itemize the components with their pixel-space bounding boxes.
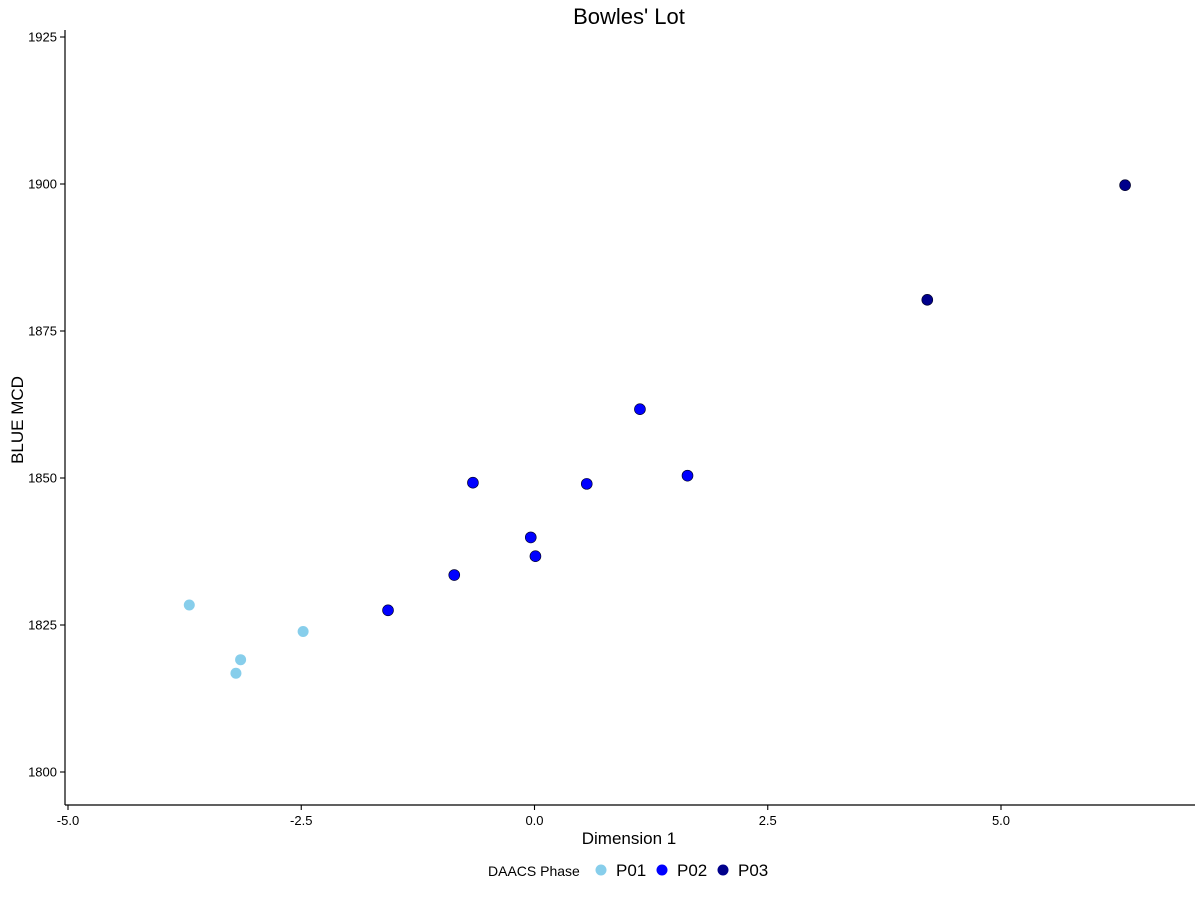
legend-swatch-p01 — [595, 864, 607, 876]
data-point-p02 — [382, 604, 394, 617]
x-tick-label: -5.0 — [57, 813, 79, 828]
x-axis-title: Dimension 1 — [582, 829, 677, 848]
data-point-p02 — [634, 403, 646, 416]
y-tick-label: 1875 — [28, 324, 57, 339]
legend: DAACS Phase P01 P02 P03 — [488, 861, 768, 880]
legend-label-p03: P03 — [738, 861, 768, 880]
legend-items: P01 P02 P03 — [595, 861, 768, 880]
data-point-p02 — [681, 469, 694, 482]
data-point-p02 — [580, 478, 593, 490]
data-point-p01 — [235, 654, 247, 666]
y-axis-ticks: 1800 1825 1850 1875 1900 1925 — [28, 30, 65, 780]
data-point-p02 — [524, 531, 537, 544]
x-tick-label: 5.0 — [992, 813, 1010, 828]
y-tick-label: 1900 — [28, 177, 57, 192]
y-tick-label: 1925 — [28, 30, 57, 45]
data-point-p02 — [467, 476, 479, 489]
x-tick-label: 0.0 — [525, 813, 543, 828]
legend-swatch-p02 — [656, 864, 668, 876]
y-axis-title: BLUE MCD — [8, 376, 27, 464]
data-point-p01 — [297, 625, 309, 637]
y-tick-label: 1825 — [28, 618, 57, 633]
legend-label-p02: P02 — [677, 861, 707, 880]
y-tick-label: 1800 — [28, 765, 57, 780]
data-points — [183, 179, 1131, 679]
legend-swatch-p03 — [717, 864, 729, 876]
data-point-p03 — [1119, 179, 1131, 191]
x-axis-ticks: -5.0 -2.5 0.0 2.5 5.0 — [57, 805, 1010, 828]
x-tick-label: -2.5 — [290, 813, 312, 828]
data-point-p02 — [448, 569, 461, 581]
data-point-p03 — [921, 294, 934, 306]
y-tick-label: 1850 — [28, 471, 57, 486]
chart-title: Bowles' Lot — [573, 4, 685, 29]
x-tick-label: 2.5 — [759, 813, 777, 828]
legend-label-p01: P01 — [616, 861, 646, 880]
legend-title: DAACS Phase — [488, 863, 580, 879]
data-point-p01 — [183, 599, 195, 611]
data-point-p01 — [230, 667, 242, 679]
data-point-p02 — [529, 550, 542, 563]
